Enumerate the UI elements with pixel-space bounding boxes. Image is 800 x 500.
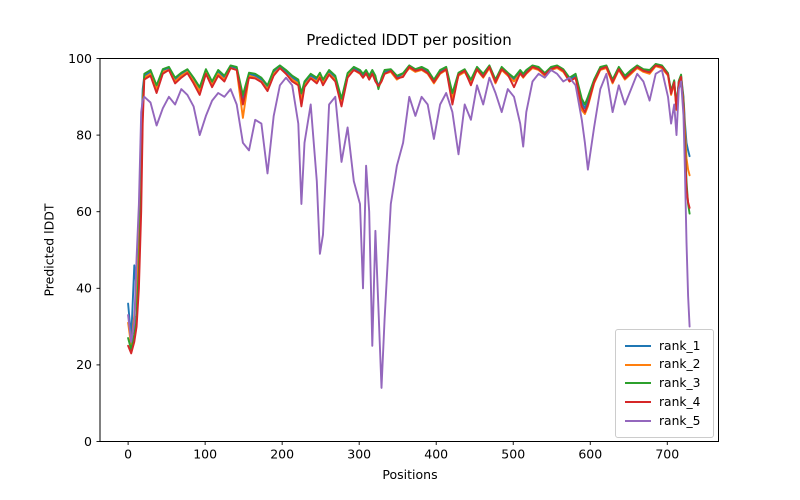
x-tick-label: 600 [578,447,602,462]
legend-item: rank_4 [625,395,705,410]
legend: rank_1 rank_2 rank_3 rank_4 rank_5 [615,329,714,438]
y-tick-label: 60 [76,204,92,219]
legend-label: rank_3 [659,376,701,391]
x-tick-label: 0 [124,447,132,462]
x-tick-label: 400 [424,447,448,462]
legend-label: rank_5 [659,414,701,429]
x-tick-label: 700 [655,447,679,462]
series-line-rank_5 [127,69,691,389]
legend-line-swatch [625,363,651,366]
series-line-rank_4 [127,64,691,355]
legend-line-swatch [625,382,651,385]
legend-line-swatch [625,420,651,423]
y-tick-label: 80 [76,127,92,142]
y-axis-label: Predicted lDDT [41,203,57,297]
legend-item: rank_3 [625,376,705,391]
x-tick-label: 500 [501,447,525,462]
legend-label: rank_1 [659,338,701,353]
legend-line-swatch [625,344,651,347]
legend-label: rank_2 [659,357,701,372]
x-tick-label: 100 [193,447,217,462]
x-tick-label: 300 [347,447,371,462]
legend-label: rank_4 [659,395,701,410]
x-axis-label: Positions [382,467,438,482]
series-line-rank_3 [127,62,691,351]
chart-title: Predicted lDDT per position [306,31,512,49]
series-line-rank_2 [127,65,691,347]
legend-line-swatch [625,401,651,404]
x-tick-label: 200 [270,447,294,462]
legend-item: rank_2 [625,357,705,372]
legend-item: rank_5 [625,415,705,427]
y-tick-label: 100 [68,51,92,66]
legend-item: rank_1 [625,338,705,353]
y-tick-label: 40 [76,281,92,296]
y-tick-label: 0 [84,434,92,449]
axes-frame [99,58,719,442]
y-tick-label: 20 [76,357,92,372]
